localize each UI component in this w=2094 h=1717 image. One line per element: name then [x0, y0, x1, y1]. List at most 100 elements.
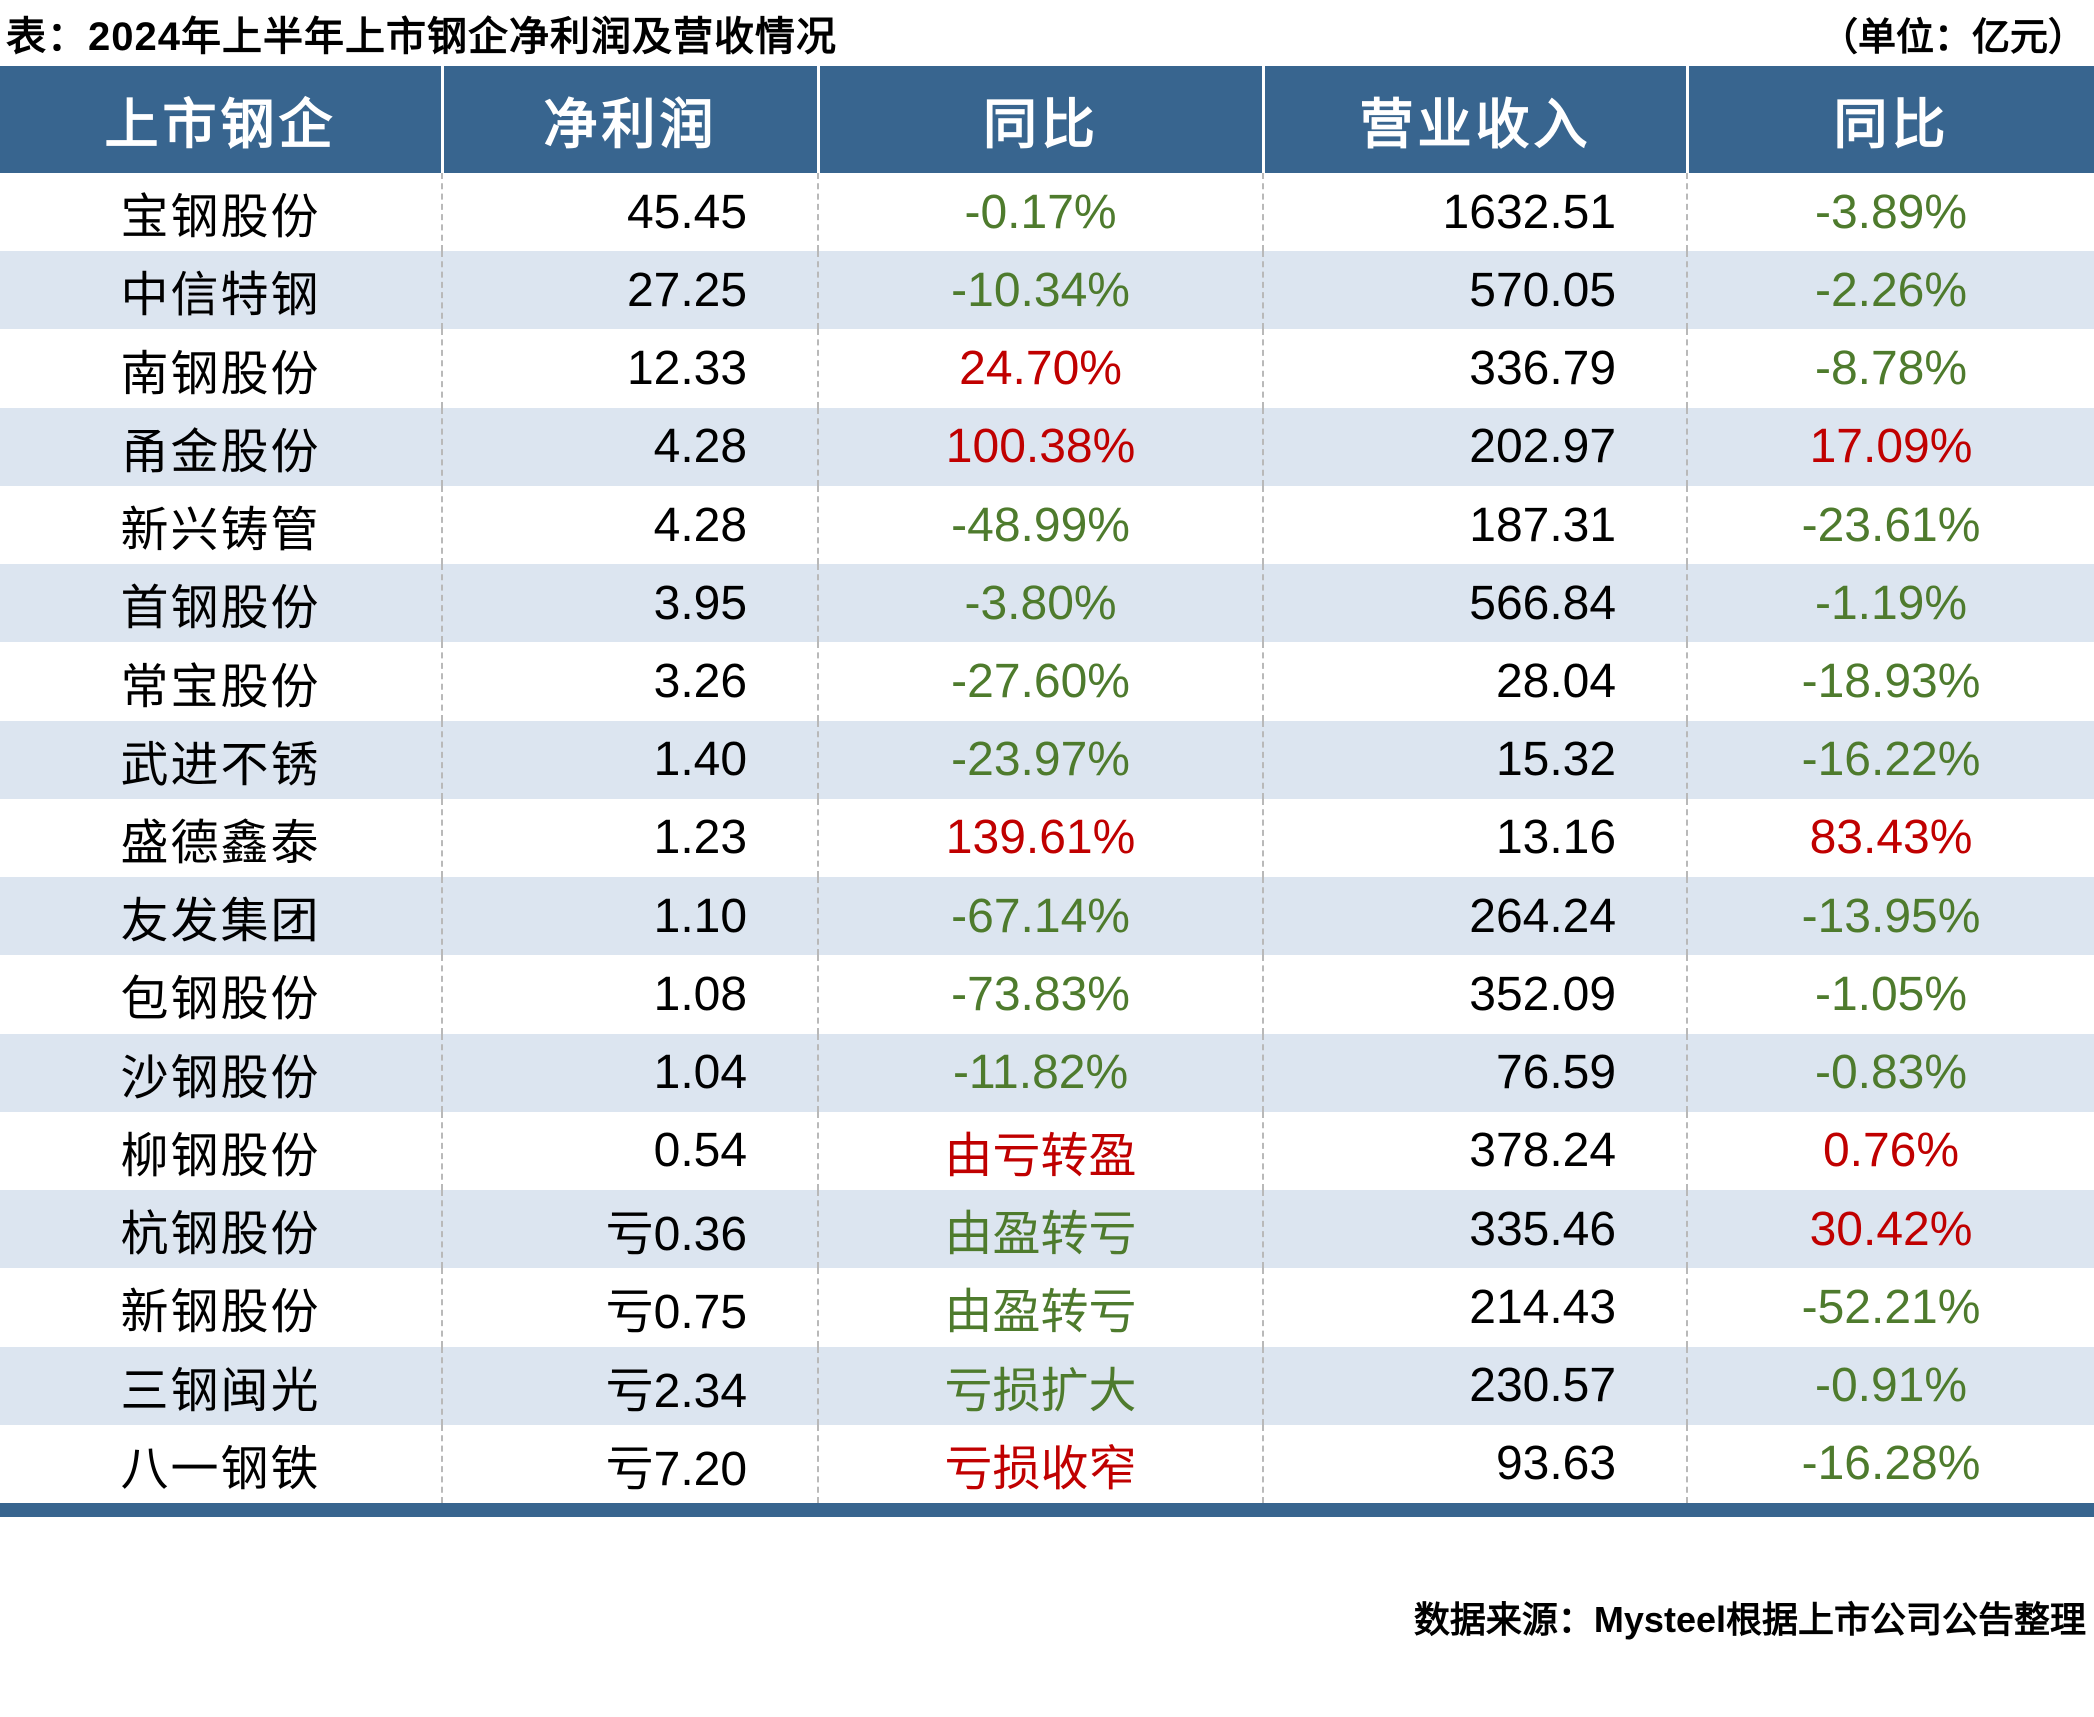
table-row: 新钢股份 亏0.75 由盈转亏 214.43 -52.21%	[0, 1268, 2094, 1347]
revenue-cell: 264.24	[1262, 877, 1686, 956]
revenue-yoy-cell: -18.93%	[1686, 642, 2094, 721]
revenue-cell: 13.16	[1262, 798, 1686, 878]
company-cell: 甬金股份	[120, 425, 321, 479]
revenue-cell: 230.57	[1262, 1346, 1686, 1425]
table-row: 柳钢股份 0.54 由亏转盈 378.24 0.76%	[0, 1111, 2094, 1191]
profit-yoy-cell: -67.14%	[817, 877, 1262, 956]
table-row: 南钢股份 12.33 24.70% 336.79 -8.78%	[0, 329, 2094, 408]
profit-yoy-cell: -10.34%	[817, 251, 1262, 330]
table-body: 宝钢股份 45.45 -0.17% 1632.51 -3.89% 中信特钢 27.25 -10…	[0, 173, 2094, 1503]
revenue-yoy-cell: -16.22%	[1686, 720, 2094, 799]
table-row: 武进不锈 1.40 -23.97% 15.32 -16.22%	[0, 720, 2094, 799]
net-profit-cell: 1.08	[440, 955, 817, 1034]
revenue-yoy-cell: -2.26%	[1686, 251, 2094, 330]
profit-yoy-cell: 亏损扩大	[817, 1346, 1262, 1425]
revenue-cell: 15.32	[1262, 720, 1686, 799]
table-row: 三钢闽光 亏2.34 亏损扩大 230.57 -0.91%	[0, 1346, 2094, 1425]
col-header-profit-yoy: 同比	[817, 66, 1262, 173]
table-row: 杭钢股份 亏0.36 由盈转亏 335.46 30.42%	[0, 1190, 2094, 1269]
revenue-yoy-cell: -0.91%	[1686, 1346, 2094, 1425]
profit-yoy-cell: -0.17%	[817, 173, 1262, 252]
net-profit-cell: 1.04	[440, 1033, 817, 1112]
revenue-cell: 336.79	[1262, 329, 1686, 408]
company-cell: 友发集团	[120, 895, 321, 949]
bottom-divider-bar	[0, 1503, 2094, 1517]
revenue-yoy-cell: 0.76%	[1686, 1111, 2094, 1191]
company-cell: 包钢股份	[120, 973, 321, 1027]
col-header-revenue-yoy: 同比	[1686, 66, 2094, 173]
revenue-cell: 76.59	[1262, 1033, 1686, 1112]
profit-yoy-cell: -3.80%	[817, 564, 1262, 643]
profit-yoy-cell: -73.83%	[817, 955, 1262, 1034]
revenue-cell: 352.09	[1262, 955, 1686, 1034]
company-cell: 新兴铸管	[120, 504, 321, 558]
net-profit-cell: 亏0.36	[440, 1190, 817, 1269]
revenue-yoy-cell: 17.09%	[1686, 407, 2094, 486]
revenue-cell: 378.24	[1262, 1111, 1686, 1191]
company-cell: 八一钢铁	[120, 1442, 321, 1496]
net-profit-cell: 1.23	[440, 798, 817, 878]
company-cell: 南钢股份	[120, 347, 321, 401]
revenue-cell: 28.04	[1262, 642, 1686, 721]
revenue-yoy-cell: 30.42%	[1686, 1190, 2094, 1269]
net-profit-cell: 1.40	[440, 720, 817, 799]
table-row: 沙钢股份 1.04 -11.82% 76.59 -0.83%	[0, 1033, 2094, 1112]
revenue-yoy-cell: -52.21%	[1686, 1268, 2094, 1347]
company-cell: 武进不锈	[120, 738, 321, 792]
net-profit-cell: 27.25	[440, 251, 817, 330]
table-row: 中信特钢 27.25 -10.34% 570.05 -2.26%	[0, 251, 2094, 330]
data-source: 数据来源：Mysteel根据上市公司公告整理	[1413, 1599, 2086, 1640]
company-cell: 首钢股份	[120, 582, 321, 636]
revenue-yoy-cell: -3.89%	[1686, 173, 2094, 252]
table-row: 首钢股份 3.95 -3.80% 566.84 -1.19%	[0, 564, 2094, 643]
table-row: 常宝股份 3.26 -27.60% 28.04 -18.93%	[0, 642, 2094, 721]
table-row: 甬金股份 4.28 100.38% 202.97 17.09%	[0, 407, 2094, 486]
table-header-row: 上市钢企 净利润 同比 营业收入 同比	[0, 66, 2094, 173]
profit-yoy-cell: -11.82%	[817, 1033, 1262, 1112]
table-row: 盛德鑫泰 1.23 139.61% 13.16 83.43%	[0, 798, 2094, 878]
revenue-yoy-cell: -23.61%	[1686, 485, 2094, 565]
profit-yoy-cell: -27.60%	[817, 642, 1262, 721]
revenue-cell: 566.84	[1262, 564, 1686, 643]
revenue-yoy-cell: -8.78%	[1686, 329, 2094, 408]
net-profit-cell: 3.26	[440, 642, 817, 721]
revenue-cell: 214.43	[1262, 1268, 1686, 1347]
net-profit-cell: 1.10	[440, 877, 817, 956]
revenue-yoy-cell: 83.43%	[1686, 798, 2094, 878]
company-cell: 三钢闽光	[120, 1364, 321, 1418]
net-profit-cell: 亏0.75	[440, 1268, 817, 1347]
table-row: 新兴铸管 4.28 -48.99% 187.31 -23.61%	[0, 485, 2094, 565]
company-cell: 沙钢股份	[120, 1051, 321, 1105]
table-row: 宝钢股份 45.45 -0.17% 1632.51 -3.89%	[0, 173, 2094, 252]
col-header-net-profit: 净利润	[440, 66, 817, 173]
profit-yoy-cell: 24.70%	[817, 329, 1262, 408]
footer: 数据来源：Mysteel根据上市公司公告整理	[0, 1517, 2094, 1717]
net-profit-cell: 4.28	[440, 485, 817, 565]
page-title: 表：2024年上半年上市钢企净利润及营收情况	[6, 15, 837, 59]
table-row: 友发集团 1.10 -67.14% 264.24 -13.95%	[0, 877, 2094, 956]
net-profit-cell: 3.95	[440, 564, 817, 643]
profit-yoy-cell: -48.99%	[817, 485, 1262, 565]
company-cell: 中信特钢	[120, 269, 321, 323]
net-profit-cell: 4.28	[440, 407, 817, 486]
company-cell: 宝钢股份	[120, 191, 321, 245]
revenue-cell: 187.31	[1262, 485, 1686, 565]
profit-yoy-cell: 由盈转亏	[817, 1190, 1262, 1269]
col-header-company: 上市钢企	[104, 95, 337, 155]
company-cell: 杭钢股份	[120, 1208, 321, 1262]
profit-yoy-cell: 亏损收窄	[817, 1424, 1262, 1503]
profit-yoy-cell: 由盈转亏	[817, 1268, 1262, 1347]
table-row: 包钢股份 1.08 -73.83% 352.09 -1.05%	[0, 955, 2094, 1034]
net-profit-cell: 亏2.34	[440, 1346, 817, 1425]
revenue-cell: 570.05	[1262, 251, 1686, 330]
net-profit-cell: 45.45	[440, 173, 817, 252]
profit-yoy-cell: 100.38%	[817, 407, 1262, 486]
profit-yoy-cell: 由亏转盈	[817, 1111, 1262, 1191]
company-cell: 柳钢股份	[120, 1129, 321, 1183]
revenue-cell: 93.63	[1262, 1424, 1686, 1503]
company-cell: 常宝股份	[120, 660, 321, 714]
net-profit-cell: 亏7.20	[440, 1424, 817, 1503]
title-bar: 表：2024年上半年上市钢企净利润及营收情况 （单位：亿元）	[0, 0, 2094, 66]
company-cell: 新钢股份	[120, 1286, 321, 1340]
